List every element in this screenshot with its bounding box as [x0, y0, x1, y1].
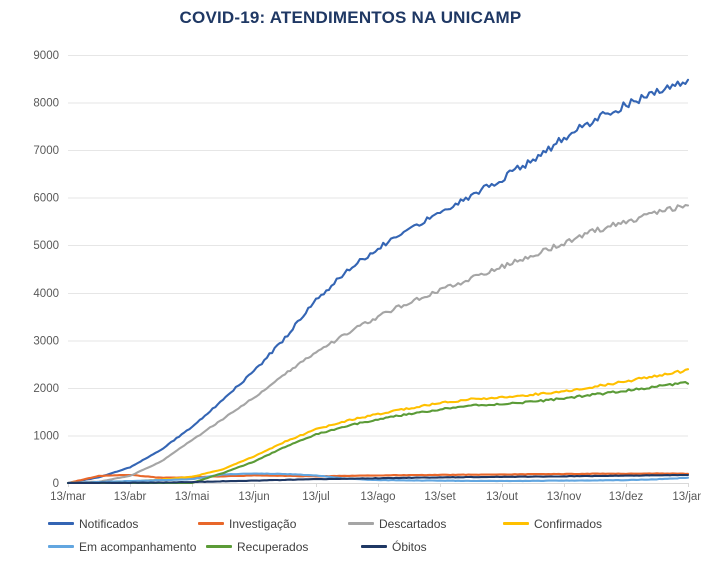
- x-axis-tick-label: 13/jun: [238, 491, 269, 503]
- legend-item--bitos[interactable]: Óbitos: [361, 540, 461, 554]
- y-axis-tick-label: 8000: [33, 98, 59, 110]
- y-axis-tick-label: 3000: [33, 335, 59, 347]
- x-axis-tick-label: 13/jan: [672, 491, 701, 503]
- series-line-descartados: [66, 204, 690, 485]
- page-title: COVID-19: ATENDIMENTOS NA UNICAMP: [179, 8, 522, 27]
- legend-swatch-icon: [503, 522, 529, 525]
- legend-item-notificados[interactable]: Notificados: [48, 517, 188, 531]
- x-axis-tick-label: 13/jul: [302, 491, 330, 503]
- series-line-recuperados: [66, 381, 690, 485]
- chart-plot-area: 0 1000 2000 3000 4000 5000 6000 7000 8000 9000 13/…: [33, 50, 701, 503]
- series-line--bitos: [66, 473, 690, 485]
- legend-row: Em acompanhamento Recuperados Óbitos: [48, 535, 688, 558]
- y-axis-tick-label: 2000: [33, 383, 59, 395]
- legend-swatch-icon: [48, 522, 74, 525]
- legend-item-investiga-o[interactable]: Investigação: [198, 517, 338, 531]
- y-axis-tick-label: 9000: [33, 50, 59, 62]
- series-line-em-acompanhamento: [66, 472, 690, 484]
- legend-label: Óbitos: [392, 539, 427, 554]
- x-axis-tick-label: 13/mar: [50, 491, 86, 503]
- legend-label: Notificados: [79, 516, 139, 531]
- x-axis-tick-label: 13/mai: [175, 491, 210, 503]
- legend-item-em-acompanhamento[interactable]: Em acompanhamento: [48, 540, 196, 554]
- legend-label: Recuperados: [237, 539, 309, 554]
- y-axis-tick-label: 1000: [33, 430, 59, 442]
- series-line-confirmados: [66, 368, 690, 485]
- y-axis-tick-label: 0: [53, 478, 59, 490]
- legend-label: Descartados: [379, 516, 447, 531]
- y-axis-tick-label: 7000: [33, 145, 59, 157]
- series-line-notificados: [66, 78, 690, 485]
- legend-row: Notificados Investigação Descartados Confir…: [48, 512, 688, 535]
- x-axis-tick-label: 13/abr: [114, 491, 147, 503]
- legend-swatch-icon: [198, 522, 224, 525]
- legend-label: Investigação: [229, 516, 297, 531]
- legend-swatch-icon: [206, 545, 232, 548]
- y-axis-tick-label: 6000: [33, 193, 59, 205]
- legend-swatch-icon: [361, 545, 387, 548]
- x-axis-tick-label: 13/nov: [547, 491, 582, 503]
- series-line-investiga-o: [66, 472, 690, 485]
- legend-item-descartados[interactable]: Descartados: [348, 517, 493, 531]
- legend-swatch-icon: [48, 545, 74, 548]
- legend-label: Confirmados: [534, 516, 603, 531]
- y-axis-tick-label: 5000: [33, 240, 59, 252]
- legend-item-recuperados[interactable]: Recuperados: [206, 540, 351, 554]
- legend-swatch-icon: [348, 522, 374, 525]
- chart-legend: Notificados Investigação Descartados Confir…: [48, 512, 688, 558]
- x-axis-tick-label: 13/set: [424, 491, 456, 503]
- legend-item-confirmados[interactable]: Confirmados: [503, 517, 643, 531]
- x-axis-tick-label: 13/out: [486, 491, 519, 503]
- x-axis-tick-label: 13/ago: [360, 491, 395, 503]
- legend-label: Em acompanhamento: [79, 539, 197, 554]
- y-axis-tick-label: 4000: [33, 288, 59, 300]
- x-axis-tick-label: 13/dez: [609, 491, 644, 503]
